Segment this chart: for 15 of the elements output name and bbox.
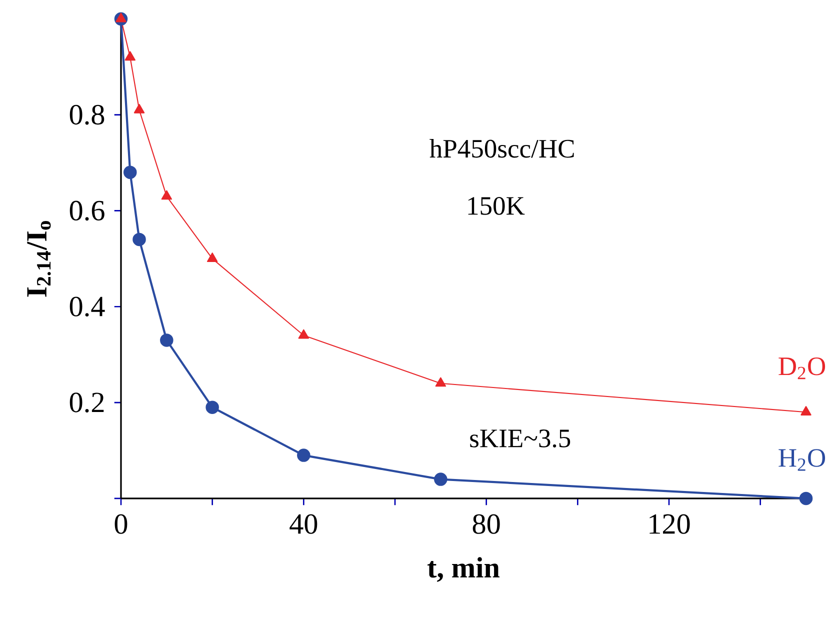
y-tick-label: 0.4 <box>70 296 105 317</box>
x-axis-title: t, min <box>427 557 500 582</box>
annotation: hP450scc/HC <box>430 139 574 158</box>
series-label: H$_{2}$O <box>778 449 826 471</box>
text: I$_{2.14}$/I$_{o}$ <box>27 221 51 297</box>
x-tick-label: 80 <box>472 514 500 534</box>
y-tick-label: 0.6 <box>70 200 104 221</box>
x-tick-label: 120 <box>650 514 690 534</box>
annotation: 150K <box>468 197 525 215</box>
annotation: sKIE~3.5 <box>470 430 570 448</box>
series-label: D$_{2}$O <box>778 358 826 380</box>
y-tick-label: 0.2 <box>70 392 104 413</box>
y-tick-label: 0.8 <box>70 104 104 125</box>
x-tick-label: 0 <box>114 514 128 534</box>
x-tick-label: 40 <box>290 514 318 534</box>
